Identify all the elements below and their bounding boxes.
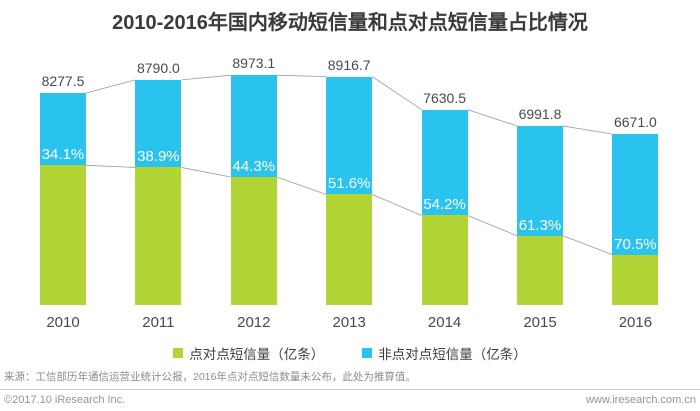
legend-item-non-p2p: 非点对点短信量（亿条） (362, 343, 527, 363)
copyright-text: ©2017.10 iResearch Inc. (4, 394, 126, 406)
legend-label-non-p2p: 非点对点短信量（亿条） (378, 347, 527, 362)
x-axis-label-2012: 2012 (237, 314, 271, 331)
website-text: www.iresearch.com.cn (585, 394, 696, 406)
footer-bar: ©2017.10 iResearch Inc. www.iresearch.co… (4, 394, 696, 406)
x-axis-label-2014: 2014 (427, 314, 462, 331)
chart-legend: 点对点短信量（亿条） 非点对点短信量（亿条） (0, 343, 700, 363)
bar-2015-p2p-segment (517, 235, 563, 305)
non-p2p-percent-label-2010: 34.1% (41, 146, 85, 164)
bar-2011-p2p-segment (135, 167, 182, 305)
x-axis-label-2010: 2010 (46, 314, 80, 331)
legend-swatch-non-p2p-icon (362, 348, 373, 358)
non-p2p-percent-label-2013: 51.6% (327, 175, 371, 193)
x-axis-label-2016: 2016 (618, 314, 653, 331)
non-p2p-percent-label-2011: 38.9% (137, 148, 180, 166)
bar-2014-non-p2p-segment (421, 109, 468, 216)
total-value-label-2010: 8277.5 (41, 73, 85, 89)
legend-label-p2p: 点对点短信量（亿条） (189, 347, 325, 362)
total-value-label-2013: 8916.7 (327, 56, 371, 73)
non-p2p-percent-label-2016: 70.5% (614, 235, 657, 253)
chart-title: 2010-2016年国内移动短信量和点对点短信量占比情况 (112, 12, 588, 34)
bar-2016-p2p-segment (612, 254, 659, 305)
legend-item-p2p: 点对点短信量（亿条） (173, 343, 324, 363)
total-value-label-2014: 7630.5 (423, 89, 466, 106)
bar-2013-non-p2p-segment (326, 76, 373, 195)
total-value-label-2012: 8973.1 (232, 55, 276, 72)
footer-divider (0, 389, 700, 390)
total-value-label-2015: 6991.8 (518, 105, 562, 122)
legend-swatch-p2p-icon (173, 348, 184, 358)
bar-2016-non-p2p-segment (612, 134, 659, 255)
bar-2013-p2p-segment (326, 194, 373, 305)
bar-2012-non-p2p-segment (230, 75, 277, 177)
bar-2015-non-p2p-segment (517, 125, 563, 236)
non-p2p-percent-label-2012: 44.3% (232, 157, 276, 175)
total-value-label-2011: 8790.0 (136, 59, 180, 76)
non-p2p-percent-label-2015: 61.3% (518, 216, 562, 234)
total-value-label-2016: 6671.0 (613, 114, 657, 131)
non-p2p-percent-label-2014: 54.2% (423, 196, 466, 214)
x-axis-label-2013: 2013 (332, 314, 366, 331)
bar-2014-p2p-segment (421, 215, 468, 305)
bar-2010-p2p-segment (40, 165, 86, 305)
x-axis-label-2015: 2015 (523, 314, 557, 331)
bar-2011-non-p2p-segment (135, 79, 182, 168)
x-axis-label-2011: 2011 (142, 314, 175, 331)
bar-2010-non-p2p-segment (40, 93, 86, 166)
bar-2012-p2p-segment (230, 176, 277, 305)
source-note: 来源：工信部历年通信运营业统计公报，2016年点对点短信数量未公布，此处为推算值… (4, 371, 416, 383)
